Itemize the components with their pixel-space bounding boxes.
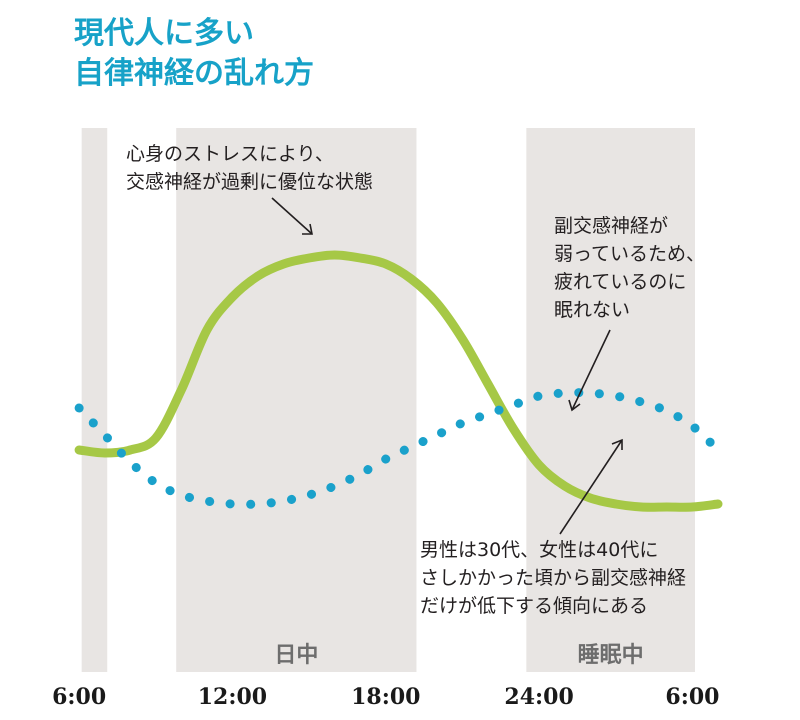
x-tick-label-2: 12:00 bbox=[198, 684, 267, 710]
x-tick-label-5: 6:00 bbox=[665, 684, 719, 710]
band-label-2: 日中 bbox=[274, 643, 318, 668]
shaded-bands bbox=[81, 128, 695, 672]
annotation-2-line-1: 副交感神経が bbox=[554, 215, 668, 237]
annotation-3-arrow bbox=[559, 438, 623, 535]
band-labels: 日中 睡眠中 bbox=[274, 643, 643, 668]
annotation-2-line-4: 眠れない bbox=[554, 299, 630, 321]
annotation-2-line-2: 弱っているため、 bbox=[554, 243, 705, 265]
shaded-band-2 bbox=[176, 128, 417, 672]
title-line-2: 自律神経の乱れ方 bbox=[74, 56, 314, 91]
chart-title: 現代人に多い 自律神経の乱れ方 bbox=[74, 14, 314, 94]
annotation-1-line-1: 心身のストレスにより、 bbox=[126, 143, 334, 165]
annotation-3-line-1: 男性は30代、女性は40代に bbox=[420, 539, 658, 561]
annotation-2-line-3: 疲れているのに bbox=[554, 271, 686, 293]
x-tick-label-4: 24:00 bbox=[504, 684, 573, 710]
x-axis-ticks: 6:00 12:00 18:00 24:00 6:00 bbox=[52, 684, 719, 710]
annotation-2-arrow bbox=[568, 329, 611, 412]
annotation-3-line-3: だけが低下する傾向にある bbox=[420, 595, 648, 617]
annotation-3-line-2: さしかかった頃から副交感神経 bbox=[420, 567, 686, 589]
title-line-1: 現代人に多い bbox=[74, 16, 254, 51]
annotation-1-arrow bbox=[271, 197, 313, 235]
x-tick-label-3: 18:00 bbox=[351, 684, 420, 710]
x-tick-label-1: 6:00 bbox=[52, 684, 106, 710]
sympathetic-line bbox=[74, 250, 723, 512]
shaded-band-1 bbox=[81, 128, 108, 672]
annotation-1-line-2: 交感神経が過剰に優位な状態 bbox=[126, 171, 373, 193]
shaded-band-3 bbox=[526, 128, 695, 672]
series-layer bbox=[74, 250, 723, 512]
band-label-3: 睡眠中 bbox=[578, 643, 644, 668]
